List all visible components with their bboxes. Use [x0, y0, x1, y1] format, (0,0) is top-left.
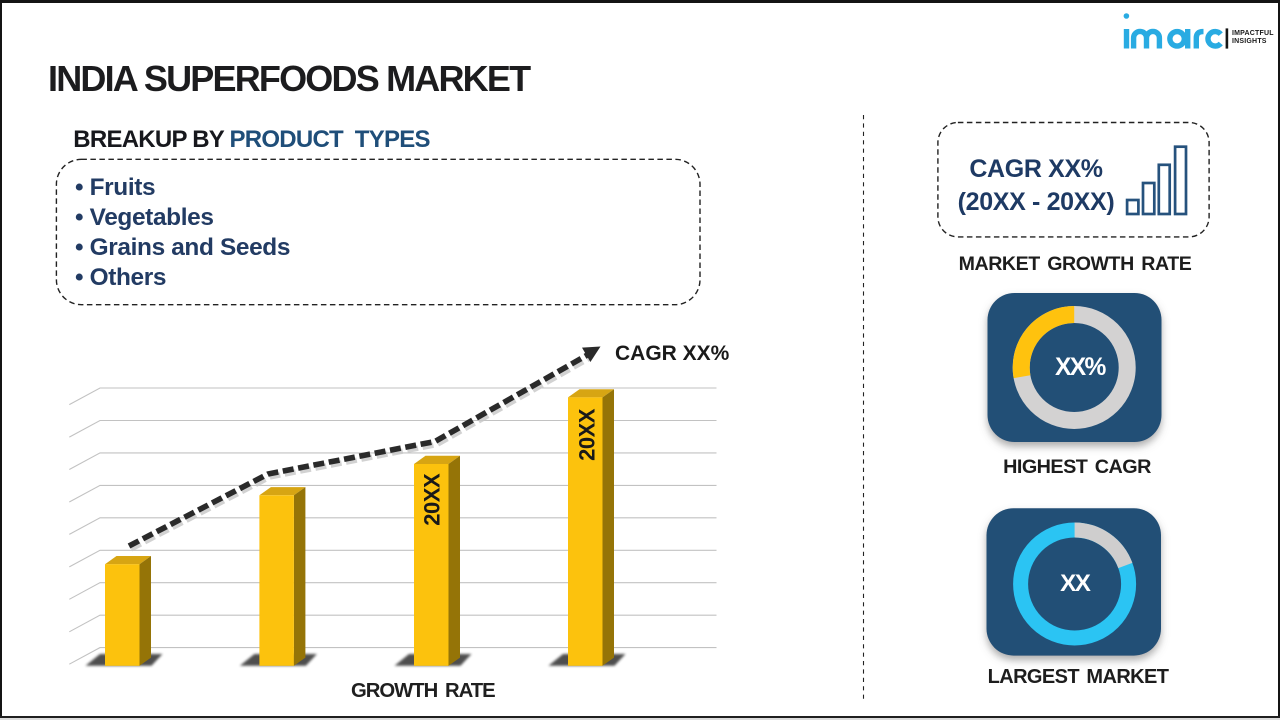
- svg-text:20XX: 20XX: [419, 473, 444, 526]
- svg-text:20XX: 20XX: [574, 408, 599, 461]
